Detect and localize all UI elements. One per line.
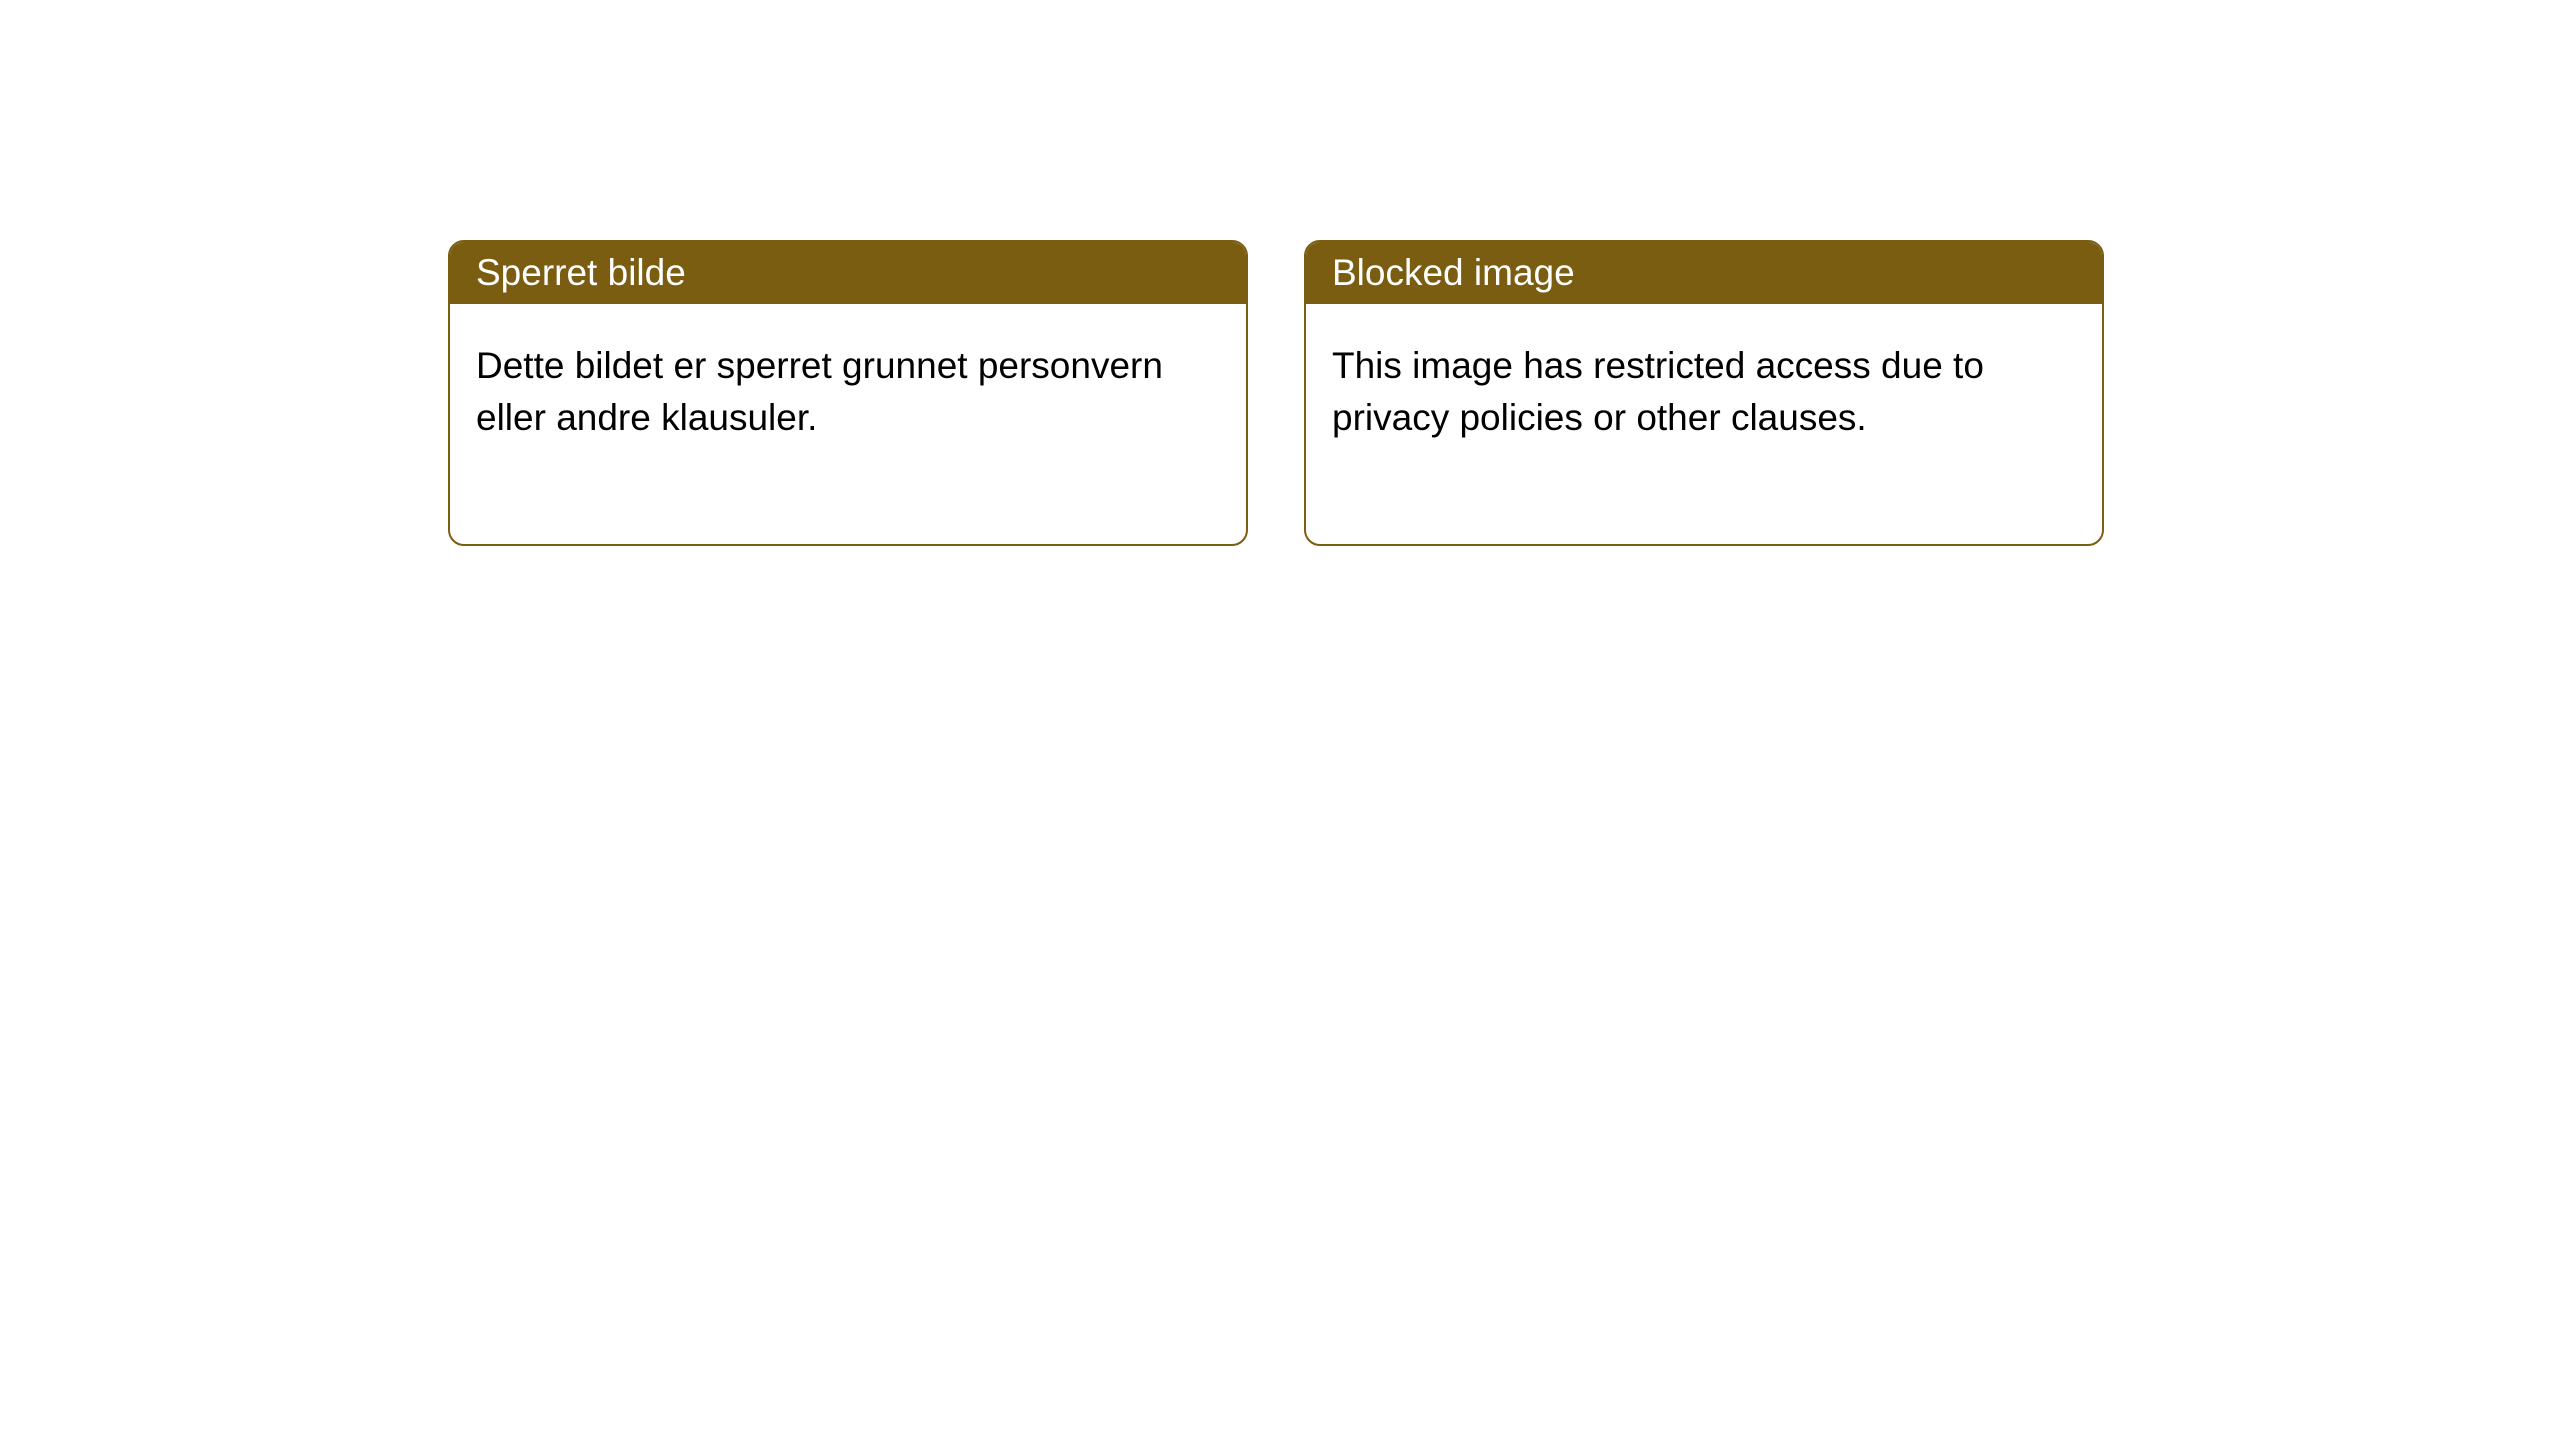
cards-container: Sperret bilde Dette bildet er sperret gr… xyxy=(0,0,2560,546)
card-body: Dette bildet er sperret grunnet personve… xyxy=(450,304,1246,544)
card-title: Blocked image xyxy=(1332,252,1575,293)
card-body-text: This image has restricted access due to … xyxy=(1332,345,1984,438)
card-body: This image has restricted access due to … xyxy=(1306,304,2102,544)
card-title: Sperret bilde xyxy=(476,252,686,293)
blocked-image-card-english: Blocked image This image has restricted … xyxy=(1304,240,2104,546)
card-header: Sperret bilde xyxy=(450,242,1246,304)
card-header: Blocked image xyxy=(1306,242,2102,304)
blocked-image-card-norwegian: Sperret bilde Dette bildet er sperret gr… xyxy=(448,240,1248,546)
card-body-text: Dette bildet er sperret grunnet personve… xyxy=(476,345,1163,438)
